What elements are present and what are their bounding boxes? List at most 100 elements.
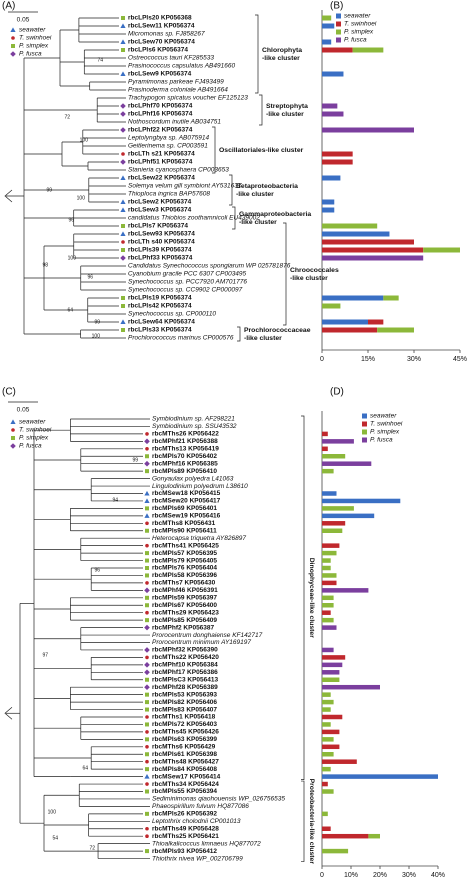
bar	[322, 610, 331, 615]
marker	[144, 460, 150, 467]
leaf-label: rbcLTh s21 KP056374	[128, 151, 195, 158]
cluster-bracket	[237, 326, 241, 342]
marker	[145, 707, 149, 712]
leaf-label: Prochlorococcus marinus CP000576	[128, 335, 234, 342]
leaf-label: Pyramimonas parkeae FJ493499	[128, 79, 224, 86]
leaf-label: rbcMPls67 KP056400	[152, 602, 217, 609]
bootstrap-value: 64	[67, 307, 73, 313]
legend-label: seawater	[344, 13, 371, 20]
bar	[322, 625, 337, 630]
leaf-label: rbcLSew2 KP056374	[128, 199, 192, 206]
bootstrap-value: 99	[132, 457, 138, 463]
leaf-label: Lingulodinium polyedrum L38610	[152, 483, 248, 490]
bar	[322, 103, 338, 109]
leaf-label: rbcMThs41 KP056425	[152, 542, 219, 549]
bootstrap-value: 64	[82, 765, 88, 771]
marker	[145, 595, 149, 600]
marker	[145, 789, 149, 794]
bar	[322, 111, 344, 117]
leaf-label: rbcLPhf51 KP056374	[128, 159, 193, 166]
marker	[145, 826, 149, 831]
bar	[322, 295, 384, 301]
marker	[145, 566, 149, 570]
leaf-label: rbcMPls61 KP056398	[152, 751, 217, 758]
marker	[145, 432, 149, 436]
marker	[121, 48, 125, 52]
leaf-label: rbcMPls70 KP056402	[152, 453, 217, 460]
bootstrap-value: 54	[52, 835, 58, 841]
bootstrap-value: 72	[64, 114, 70, 120]
cluster-label: -like cluster	[236, 191, 274, 198]
panel-label: (B)	[330, 1, 343, 12]
bar	[322, 744, 340, 750]
marker	[145, 767, 149, 772]
marker	[120, 319, 126, 324]
bar	[322, 491, 337, 496]
marker	[145, 759, 149, 764]
leaf-label: Symbiodinium sp. AF298221	[152, 416, 235, 423]
marker	[144, 647, 150, 653]
bar	[377, 327, 414, 333]
bar	[322, 239, 414, 245]
cluster-bracket	[229, 174, 233, 206]
bootstrap-value: 98	[42, 262, 48, 268]
marker	[145, 454, 149, 459]
leaf-label: rbcMSew19 KP056416	[152, 513, 221, 520]
bar	[368, 833, 380, 839]
marker	[145, 700, 149, 705]
bar	[322, 175, 341, 181]
bar	[322, 588, 369, 593]
bootstrap-value: 100	[80, 137, 89, 143]
marker	[144, 498, 150, 503]
marker	[145, 849, 149, 854]
bar	[322, 319, 368, 325]
leaf-label: rbcMThs29 KP056423	[152, 609, 219, 616]
marker	[120, 23, 126, 28]
leaf-label: Prasinoderma coloniale AB491664	[128, 87, 228, 94]
leaf-label: Prorocentrum donghaiense KF142717	[152, 632, 263, 639]
x-tick-label: 30%	[402, 872, 416, 879]
bar	[322, 655, 346, 660]
marker	[120, 71, 126, 76]
bar	[322, 47, 353, 53]
leaf-label: rbcMThs45 KP056426	[152, 729, 219, 736]
marker	[121, 152, 125, 156]
leaf-label: Synechococcus sp. PCC7920 AM701776	[128, 279, 247, 286]
leaf-label: rbcMPls82 KP056406	[152, 699, 217, 706]
x-tick-label: 10%	[344, 872, 358, 879]
cluster-label: -like cluster	[239, 219, 277, 226]
bar	[322, 439, 354, 444]
leaf-label: rbcMSew18 KP056415	[152, 490, 221, 497]
cluster-label: Chroococcales	[290, 267, 339, 274]
bootstrap-value: 100	[77, 195, 86, 201]
scale-label: 0.05	[17, 17, 30, 24]
leaf-label: rbcMThs1 KP056418	[152, 714, 216, 721]
leaf-label: rbcLPls20 KP056368	[128, 15, 192, 22]
bar	[322, 454, 346, 459]
cluster-bracket	[283, 222, 287, 326]
marker	[145, 469, 149, 474]
bar	[322, 752, 334, 757]
bootstrap-value: 100	[92, 333, 101, 339]
marker	[144, 624, 150, 631]
legend-label: T. swinhoei	[370, 421, 403, 428]
leaf-label: rbcLSew3 KP056374	[128, 207, 192, 214]
bootstrap-value: 72	[89, 845, 95, 851]
bar	[322, 550, 337, 556]
bar	[322, 684, 380, 690]
bar	[322, 71, 344, 77]
legend-label: P. fusca	[344, 37, 367, 44]
bar	[322, 647, 334, 653]
leaf-label: rbcMPls84 KP056408	[152, 766, 217, 773]
x-tick-label: 30%	[407, 356, 421, 363]
legend-swatch	[362, 437, 367, 443]
x-tick-label: 15%	[361, 356, 375, 363]
leaf-label: rbcLSew93 KP056374	[128, 231, 195, 238]
leaf-label: rbcMPls26 KP056392	[152, 811, 217, 818]
leaf-label: Candidatus Synechococcus spongiarum WP 0…	[128, 263, 291, 270]
marker	[120, 199, 126, 204]
leaf-label: rbcMThs13 KP056419	[152, 446, 219, 453]
marker	[145, 692, 149, 697]
bar	[322, 573, 337, 578]
